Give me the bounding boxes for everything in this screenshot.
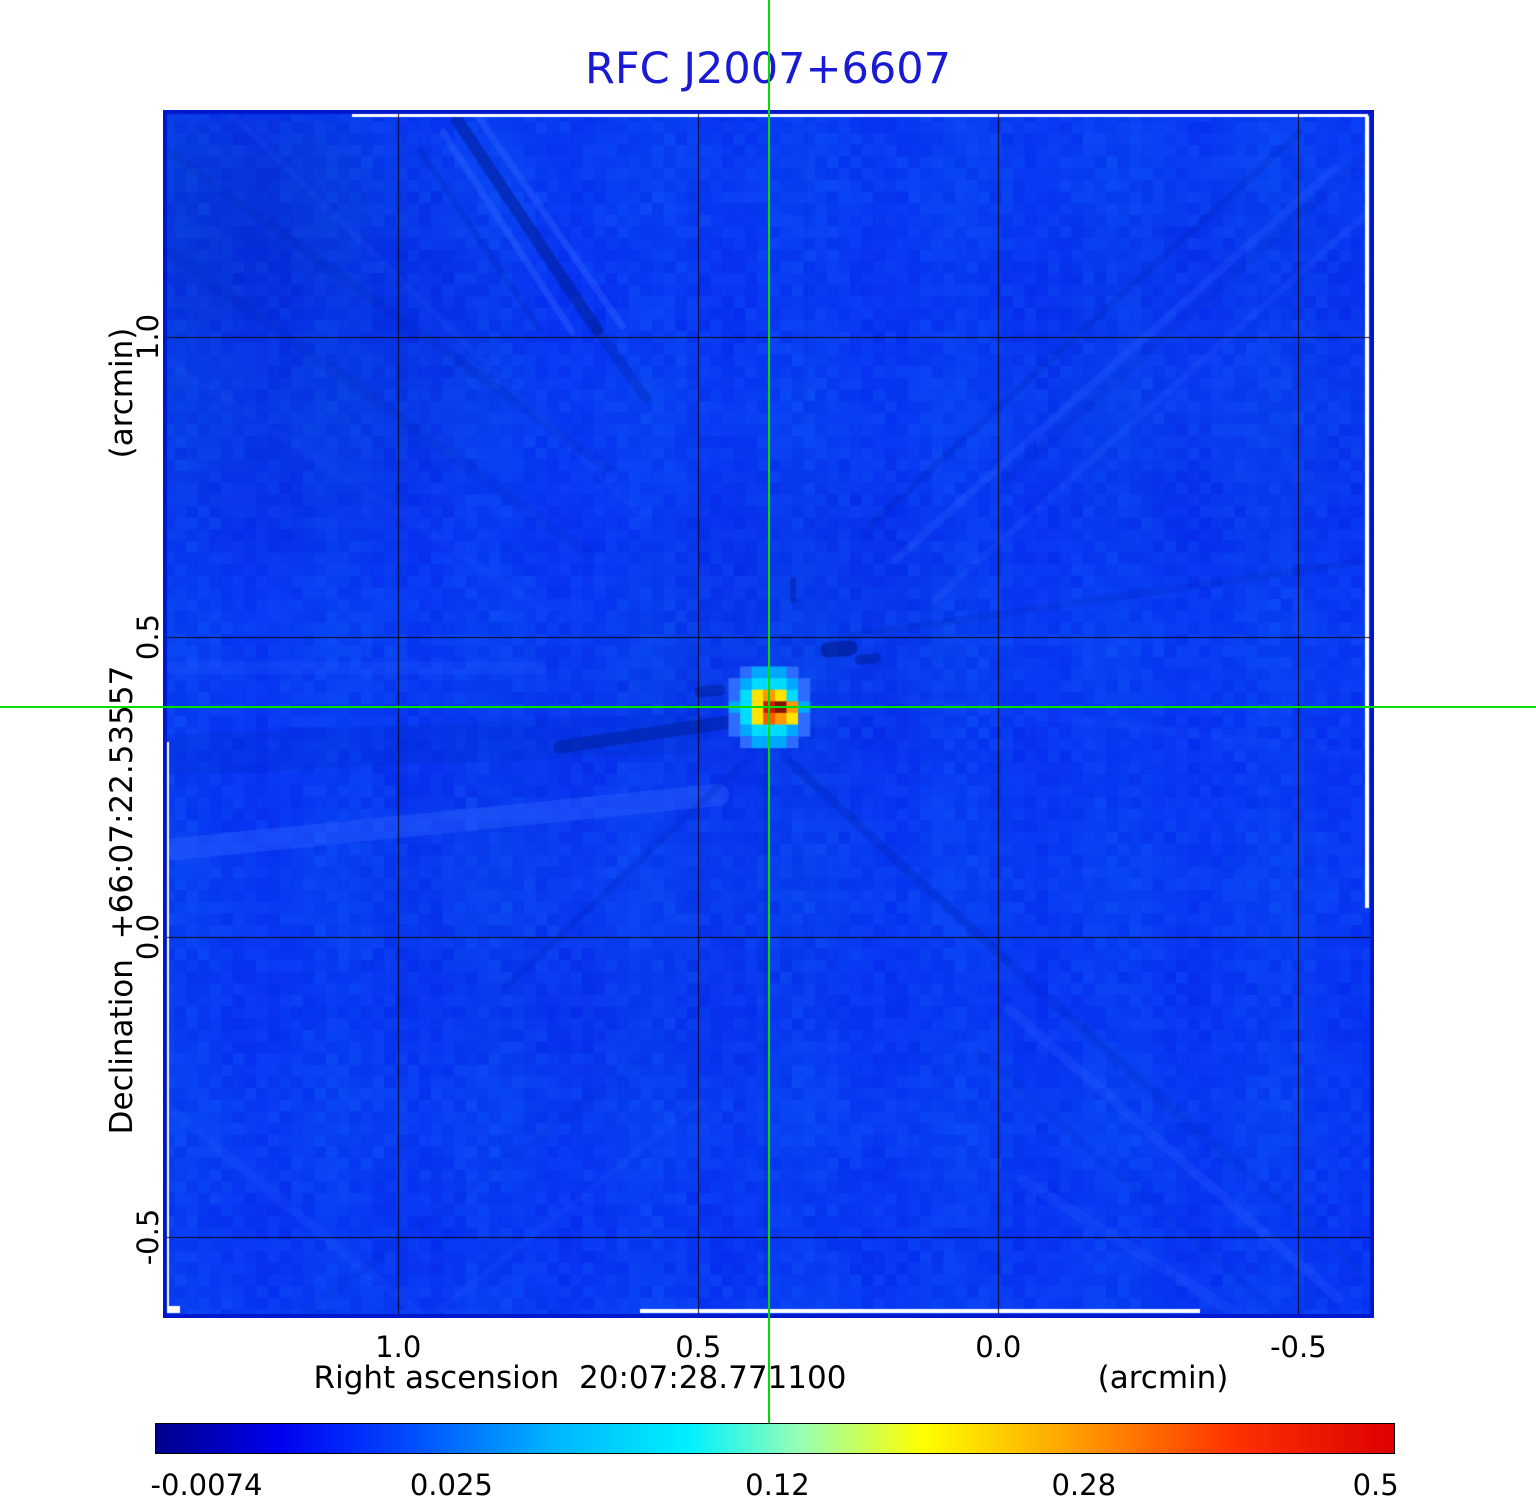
y-tick-label: 1.0 (131, 313, 165, 360)
colorbar-tick-label: 0.5 (1352, 1468, 1399, 1502)
colorbar-tick-label: 0.28 (1051, 1468, 1117, 1502)
x-axis-title: Right ascension 20:07:28.771100 (313, 1360, 847, 1396)
y-axis-title: Declination +66:07:22.53557 (104, 665, 140, 1135)
y-tick-label: 0.5 (131, 613, 165, 660)
colorbar-tick-label: 0.12 (745, 1468, 810, 1502)
crosshair-vertical-line (768, 0, 770, 1423)
colorbar (155, 1423, 1395, 1454)
x-tick-label: 0.0 (975, 1330, 1022, 1364)
y-tick-label: -0.5 (131, 1208, 165, 1266)
crosshair-horizontal-line (0, 706, 1536, 708)
colorbar-tick-label: 0.025 (409, 1468, 493, 1502)
colorbar-tick-label: -0.0074 (150, 1468, 263, 1502)
x-tick-label: 1.0 (375, 1330, 422, 1364)
x-tick-label: 0.5 (675, 1330, 722, 1364)
x-tick-label: -0.5 (1270, 1330, 1327, 1364)
figure-title: RFC J2007+6607 (585, 44, 951, 94)
x-axis-unit-label: (arcmin) (1097, 1360, 1229, 1396)
y-tick-label: 0.0 (131, 913, 165, 960)
